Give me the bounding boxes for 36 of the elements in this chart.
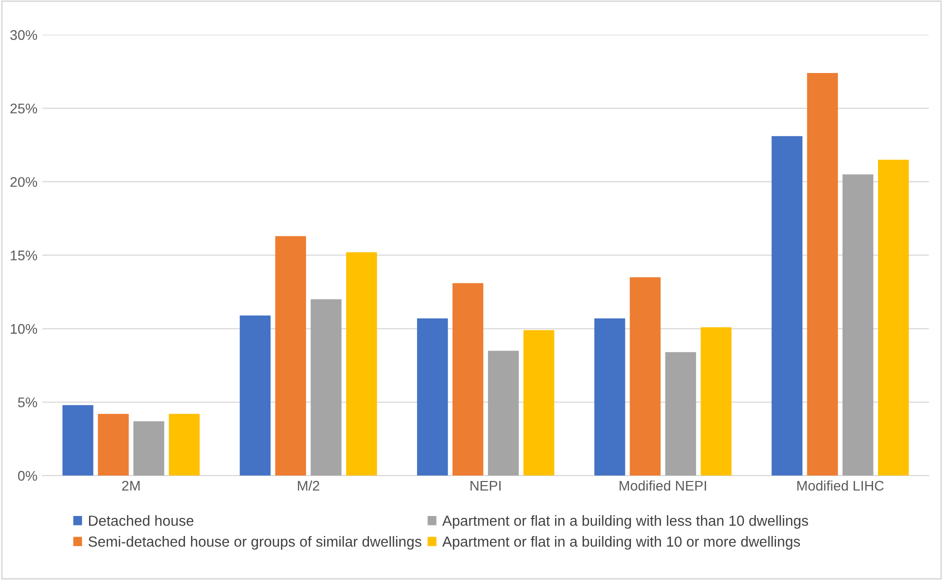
- bar: [62, 405, 94, 476]
- bar: [168, 414, 200, 476]
- legend-label: Detached house: [89, 515, 194, 526]
- bar: [772, 136, 802, 476]
- y-tick-label: 0%: [18, 470, 38, 481]
- legend-label: Semi-detached house or groups of similar dwellings: [88, 536, 422, 550]
- bar: [346, 252, 377, 476]
- y-tick-label: 15%: [10, 250, 38, 260]
- bar: [878, 160, 909, 476]
- bar: [594, 318, 626, 476]
- y-tick-label: 5%: [18, 398, 38, 408]
- legend-label: Apartment or flat in a building with less than 10 dwellings: [442, 515, 808, 529]
- x-tick-label: Modified LIHC: [797, 480, 884, 491]
- x-tick-label: M/2: [298, 480, 320, 491]
- bar: [842, 174, 874, 476]
- bar: [523, 330, 554, 476]
- y-tick-label: 25%: [10, 104, 38, 114]
- bar: [98, 414, 129, 476]
- x-tick-label: 2M: [122, 480, 140, 491]
- bar: [488, 350, 519, 476]
- x-tick-label: NEPI: [470, 480, 501, 491]
- y-tick-label: 20%: [10, 177, 38, 187]
- y-tick-label: 10%: [10, 324, 38, 334]
- y-tick-label: 30%: [10, 30, 38, 40]
- bar: [310, 299, 342, 476]
- bar: [133, 421, 164, 476]
- bar: [240, 315, 271, 476]
- x-tick-label: Modified NEPI: [620, 480, 706, 491]
- bar: [665, 352, 696, 476]
- bar: [452, 283, 484, 476]
- bar: [700, 327, 732, 476]
- bar: [275, 236, 306, 476]
- legend-label: Apartment or flat in a building with 10 or more dwellings: [442, 536, 800, 550]
- bar: [630, 277, 661, 476]
- bar: [417, 318, 448, 476]
- bar: [807, 73, 838, 476]
